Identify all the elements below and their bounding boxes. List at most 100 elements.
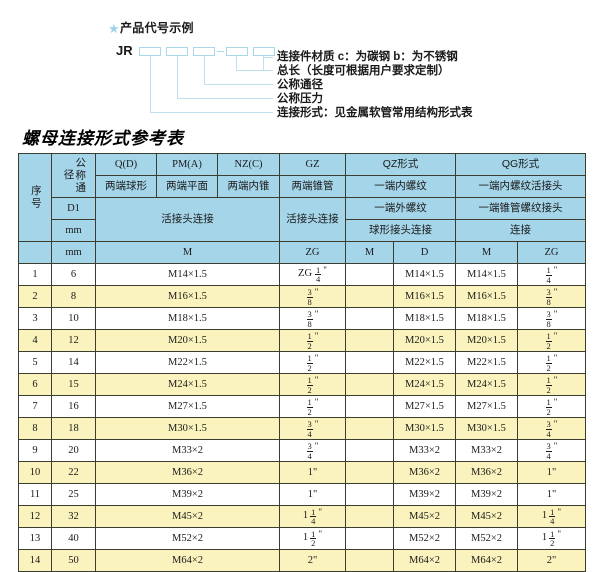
cell-seq: 3 [18, 307, 52, 330]
page-title: 螺母连接形式参考表 [22, 129, 184, 148]
cell-qz-m [345, 285, 394, 308]
header-nzc-desc: 两端内锥 [217, 175, 280, 198]
cell-seq: 8 [18, 417, 52, 440]
annotation-total-length: 总长（长度可根据用户要求定制） [277, 65, 450, 77]
cell-nominal-bore: 16 [51, 395, 96, 418]
cell-qz-d: M45×2 [393, 505, 456, 528]
header-group-qg: QG形式 [455, 153, 586, 176]
cell-qz-m [345, 527, 394, 550]
cell-nominal-bore: 50 [51, 549, 96, 572]
table-row: 9 20 M33×2 3 4 " M33×2 M33×2 3 4 " [18, 439, 586, 462]
leader-line-1-v [150, 56, 151, 112]
code-box-2 [166, 47, 188, 56]
cell-qz-d: M30×1.5 [393, 417, 456, 440]
cell-qz-m [345, 549, 394, 572]
annotation-connection-type: 连接形式：见金属软管常用结构形式表 [277, 107, 473, 119]
code-box-4 [226, 47, 248, 56]
star-icon: ★ [108, 21, 120, 36]
table-row: 3 10 M18×1.5 3 8 " M18×1.5 M18×1.5 3 8 " [18, 307, 586, 330]
cell-gz-zg: 3 4 " [279, 417, 346, 440]
cell-qz-d: M18×1.5 [393, 307, 456, 330]
table-row: 2 8 M16×1.5 3 8 " M16×1.5 M16×1.5 3 8 " [18, 285, 586, 308]
table-body: 1 6 M14×1.5 ZG 1 4 " M14×1.5 M14×1.5 1 4 " 2 8 M16×1.5… [18, 263, 586, 572]
header-qpn-connection: 活接头连接 [95, 197, 280, 242]
cell-gz-zg: 1" [279, 461, 346, 484]
header-pma-desc: 两端平面 [156, 175, 218, 198]
cell-nominal-bore: 14 [51, 351, 96, 374]
table-row: 11 25 M39×2 1" M39×2 M39×2 1" [18, 483, 586, 506]
cell-qpn-m: M52×2 [95, 527, 280, 550]
cell-nominal-bore: 12 [51, 329, 96, 352]
leader-line-3-v [204, 56, 205, 84]
header-unit-qz-d: D [393, 241, 456, 264]
cell-qg-zg: 1 1 4 " [517, 505, 586, 528]
leader-line-3-h [204, 84, 273, 85]
table-row: 14 50 M64×2 2" M64×2 M64×2 2" [18, 549, 586, 572]
cell-qg-zg: 2" [517, 549, 586, 572]
code-separator-dash [217, 51, 224, 52]
cell-qz-d: M36×2 [393, 461, 456, 484]
cell-qpn-m: M20×1.5 [95, 329, 280, 352]
cell-gz-zg: 3 8 " [279, 307, 346, 330]
spec-table-container: 序号 公称通径 Q(D) PM(A) NZ(C) GZ QZ形式 QG形式 两端… [18, 153, 586, 572]
cell-seq: 9 [18, 439, 52, 462]
cell-qz-d: M64×2 [393, 549, 456, 572]
cell-qg-m: M27×1.5 [455, 395, 518, 418]
code-box-5 [253, 47, 275, 56]
cell-qz-d: M16×1.5 [393, 285, 456, 308]
cell-gz-zg: 3 8 " [279, 285, 346, 308]
leader-line-4-v [236, 56, 237, 70]
table-row: 13 40 M52×2 1 1 2 " M52×2 M52×2 1 1 2 " [18, 527, 586, 550]
cell-gz-zg: 3 4 " [279, 439, 346, 462]
cell-qz-d: M14×1.5 [393, 263, 456, 286]
code-prefix: JR [116, 43, 133, 58]
cell-qz-m [345, 329, 394, 352]
header-row-units: mm M ZG M D M ZG [18, 241, 586, 264]
cell-qpn-m: M14×1.5 [95, 263, 280, 286]
table-row: 1 6 M14×1.5 ZG 1 4 " M14×1.5 M14×1.5 1 4 " [18, 263, 586, 286]
header-unit-bore: mm [51, 241, 96, 264]
cell-qpn-m: M16×1.5 [95, 285, 280, 308]
cell-qg-m: M33×2 [455, 439, 518, 462]
header-bore-code: D1 [51, 197, 96, 220]
cell-seq: 10 [18, 461, 52, 484]
header-qz-row4: 球形接头连接 [345, 219, 456, 242]
code-example-heading: 产品代号示例 [120, 21, 194, 35]
cell-qg-zg: 3 8 " [517, 307, 586, 330]
annotation-nominal-pressure: 公称压力 [277, 93, 323, 105]
cell-qpn-m: M24×1.5 [95, 373, 280, 396]
code-box-3 [193, 47, 215, 56]
leader-line-5-h [263, 57, 273, 58]
cell-qg-m: M52×2 [455, 527, 518, 550]
header-unit-qz-m: M [345, 241, 394, 264]
cell-qg-m: M16×1.5 [455, 285, 518, 308]
header-group-pma: PM(A) [156, 153, 218, 176]
cell-qpn-m: M27×1.5 [95, 395, 280, 418]
cell-nominal-bore: 20 [51, 439, 96, 462]
cell-gz-zg: 1 2 " [279, 373, 346, 396]
cell-gz-zg: 2" [279, 549, 346, 572]
cell-gz-zg: 1 2 " [279, 395, 346, 418]
table-row: 4 12 M20×1.5 1 2 " M20×1.5 M20×1.5 1 2 " [18, 329, 586, 352]
header-group-qz: QZ形式 [345, 153, 456, 176]
cell-gz-zg: 1 1 2 " [279, 527, 346, 550]
header-group-gz: GZ [279, 153, 346, 176]
header-gz-desc: 两端锥管 [279, 175, 346, 198]
header-row-3: D1 活接头连接 活接头连接 一端外螺纹 一端锥管螺纹接头 [19, 197, 586, 242]
header-group-nzc: NZ(C) [217, 153, 280, 176]
cell-qpn-m: M22×1.5 [95, 351, 280, 374]
cell-seq: 4 [18, 329, 52, 352]
header-bore-unit: mm [51, 219, 96, 242]
cell-qz-m [345, 483, 394, 506]
cell-qg-m: M45×2 [455, 505, 518, 528]
cell-qz-m [345, 417, 394, 440]
cell-qg-zg: 3 4 " [517, 439, 586, 462]
cell-seq: 11 [18, 483, 52, 506]
cell-qpn-m: M18×1.5 [95, 307, 280, 330]
table-row: 5 14 M22×1.5 1 2 " M22×1.5 M22×1.5 1 2 " [18, 351, 586, 374]
header-row-2: 两端球形 两端平面 两端内锥 两端锥管 一端内螺纹 一端内螺纹活接头 [19, 175, 586, 198]
cell-qg-zg: 1 4 " [517, 263, 586, 286]
header-unit-seq [18, 241, 52, 264]
cell-qg-m: M14×1.5 [455, 263, 518, 286]
table-row: 10 22 M36×2 1" M36×2 M36×2 1" [18, 461, 586, 484]
